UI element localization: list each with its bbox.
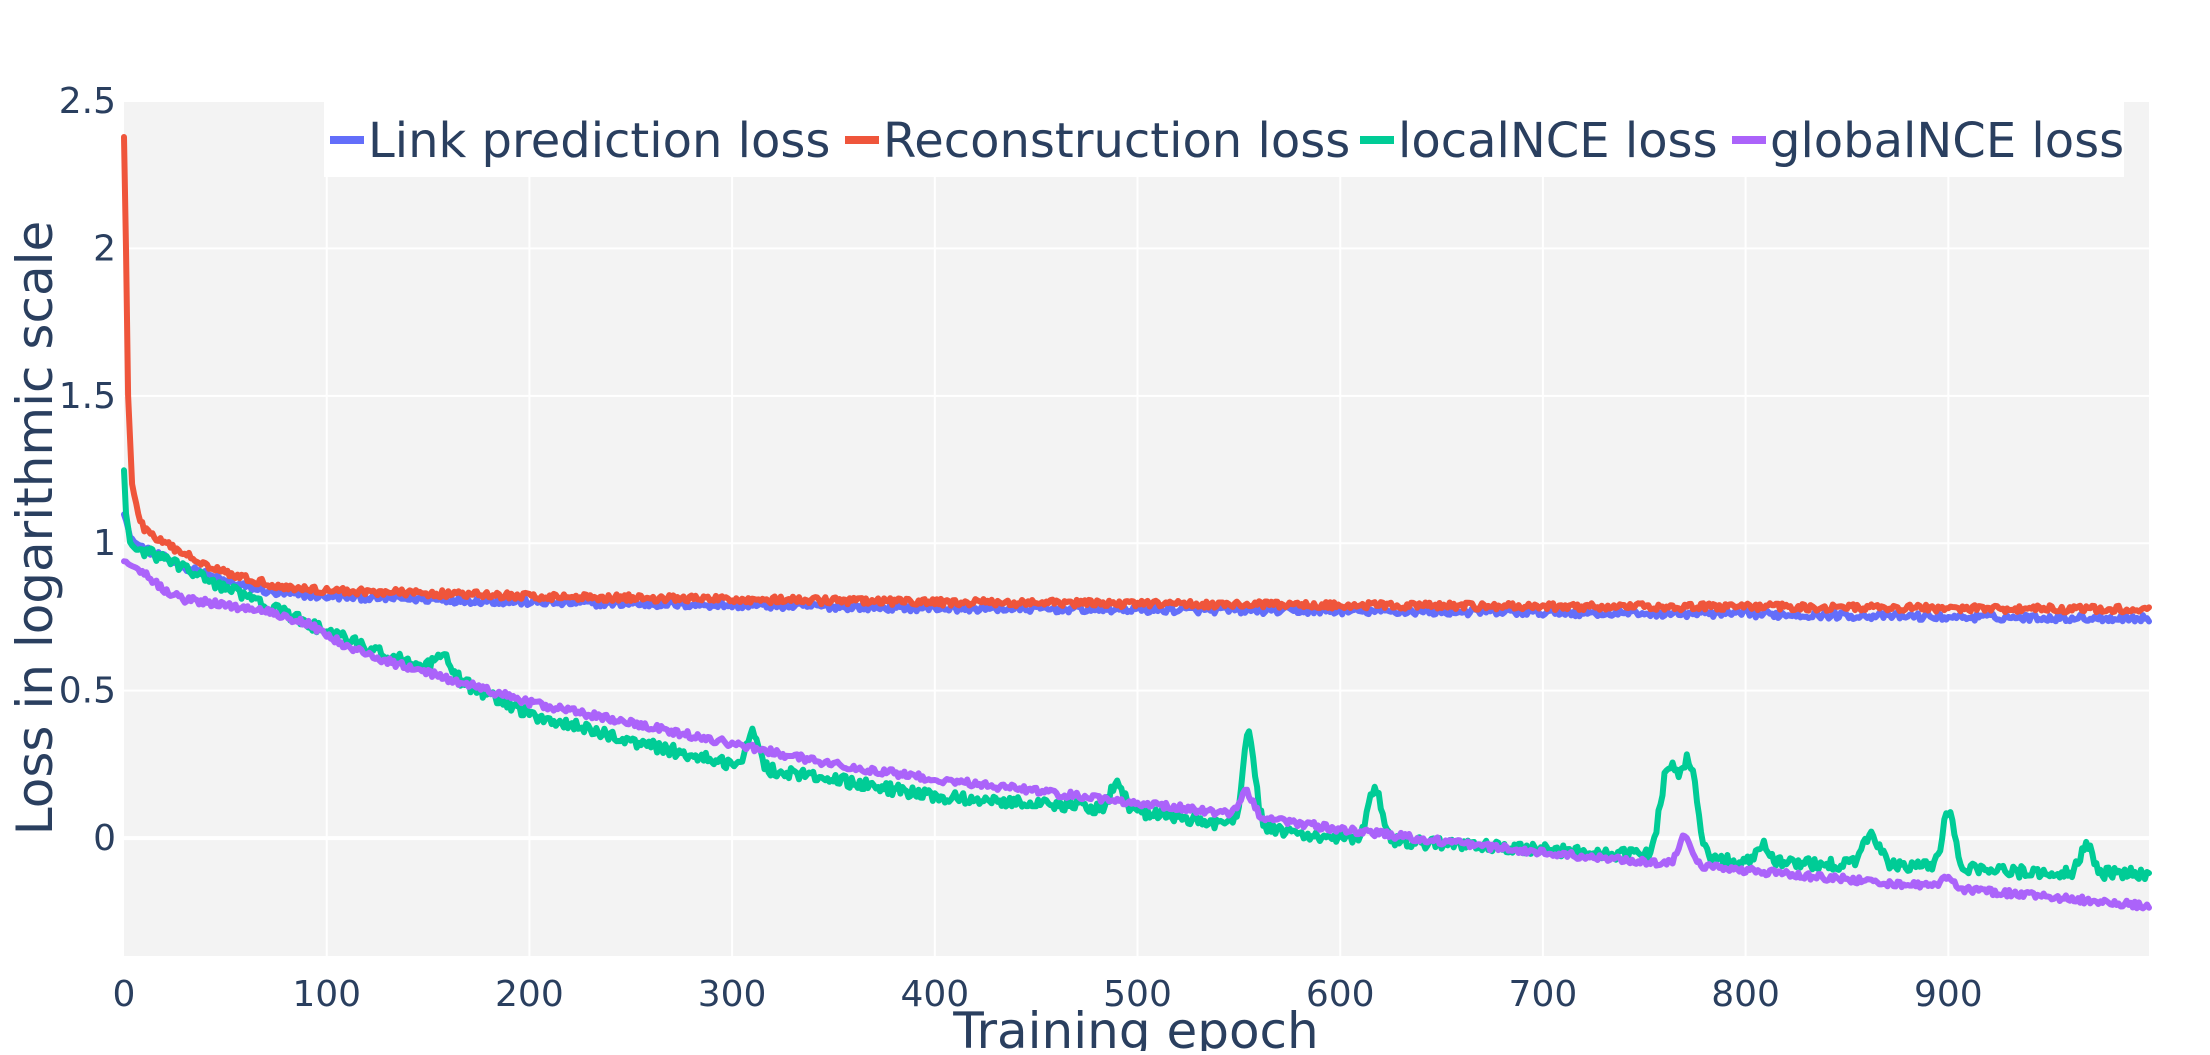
x-tick-label: 600 <box>1306 974 1375 1015</box>
y-tick-label: 2 <box>93 228 116 269</box>
x-tick-label: 700 <box>1509 974 1578 1015</box>
series-line-globalnce-loss <box>121 558 2152 912</box>
y-tick-label: 0 <box>93 818 116 859</box>
y-axis-title: Loss in logarithmic scale <box>6 221 64 835</box>
y-tick-label: 2.5 <box>59 81 116 122</box>
plot-background <box>124 101 2149 956</box>
series-layer <box>121 134 2152 912</box>
x-tick-label: 100 <box>292 974 361 1015</box>
legend-item-label: globalNCE loss <box>1770 113 2124 169</box>
x-tick-label: 400 <box>900 974 969 1015</box>
tick-labels: 0 100 200 300 400 500 600 700 800 900 0 0.5 1 1.5 2 2.5 <box>59 81 1983 1015</box>
x-tick-label: 0 <box>113 974 136 1015</box>
x-tick-label: 800 <box>1711 974 1780 1015</box>
x-tick-label: 200 <box>495 974 564 1015</box>
legend-box <box>324 101 2124 177</box>
x-tick-label: 500 <box>1103 974 1172 1015</box>
legend: Link prediction loss Reconstruction loss l… <box>324 101 2124 177</box>
y-tick-label: 0.5 <box>59 671 116 712</box>
legend-item-label: localNCE loss <box>1398 113 1718 169</box>
y-tick-label: 1 <box>93 523 116 564</box>
legend-item-label: Link prediction loss <box>368 113 830 169</box>
x-tick-label: 300 <box>698 974 767 1015</box>
x-tick-label: 900 <box>1914 974 1983 1015</box>
series-line-reconstruction-loss <box>121 134 2152 616</box>
y-tick-label: 1.5 <box>59 376 116 417</box>
x-axis-title: Training epoch <box>952 1002 1318 1051</box>
legend-item-label: Reconstruction loss <box>883 113 1350 169</box>
